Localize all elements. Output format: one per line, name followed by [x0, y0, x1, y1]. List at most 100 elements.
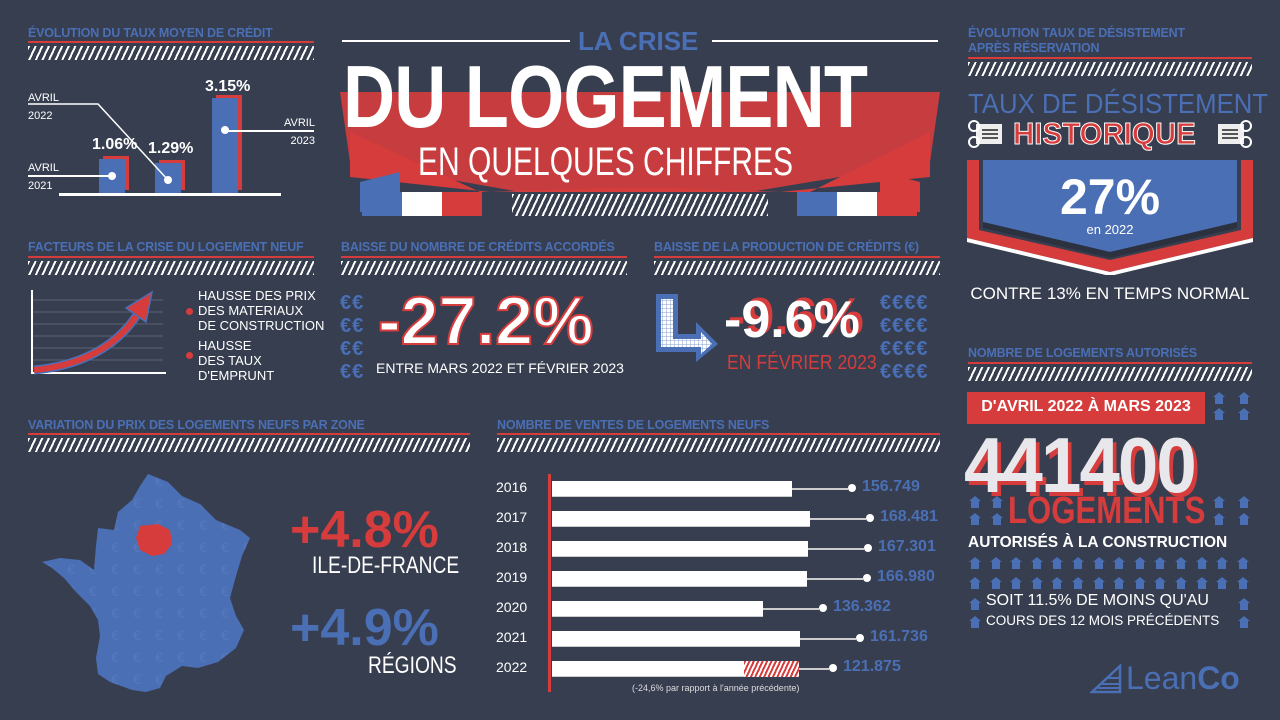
hatch-divider [28, 261, 314, 275]
divider [28, 41, 314, 43]
house-icon [1154, 557, 1167, 569]
hatch-divider [968, 62, 1252, 76]
sales-bar [552, 631, 800, 647]
sales-bar [552, 571, 807, 587]
house-icon [1216, 557, 1229, 569]
bar-value: 1.06% [92, 136, 138, 153]
house-icon [1072, 557, 1084, 569]
idf-label: ILE-DE-FRANCE [312, 552, 460, 579]
sales-bar [552, 481, 792, 497]
logo-text-light: Lean [1126, 660, 1198, 696]
divider [497, 433, 940, 435]
leader-dot [848, 484, 856, 492]
year-label: 2018 [496, 539, 528, 555]
house-icon [1238, 408, 1250, 420]
house-icon [1133, 557, 1146, 569]
credits-count-title: BAISSE DU NOMBRE DE CRÉDITS ACCORDÉS [341, 240, 615, 254]
leader-line [807, 578, 863, 580]
house-icon [1213, 408, 1225, 420]
divider [28, 256, 314, 258]
house-icon [969, 616, 981, 628]
credits-production-title: BAISSE DE LA PRODUCTION DE CRÉDITS (€) [654, 240, 919, 254]
factors-title: FACTEURS DE LA CRISE DU LOGEMENT NEUF [28, 240, 304, 254]
withdrawal-year: en 2022 [1086, 222, 1134, 237]
chart-baseline [59, 193, 281, 196]
year-label: 2022 [496, 659, 528, 675]
house-icon [1092, 577, 1105, 589]
down-right-arrow-icon [656, 294, 718, 362]
house-icon [1236, 577, 1249, 589]
credits-production-caption: EN FÉVRIER 2023 [727, 352, 877, 374]
house-icon [969, 496, 981, 508]
regions-label: RÉGIONS [368, 652, 457, 679]
leader-line [799, 668, 829, 670]
bar-value: 1.29% [148, 140, 194, 157]
house-icon [1051, 577, 1064, 589]
hatch-divider [654, 261, 940, 275]
divider [968, 57, 1252, 59]
house-icon [991, 513, 1003, 525]
year-label: 2020 [496, 599, 528, 615]
house-icon [1030, 577, 1043, 589]
sales-value: 167.301 [878, 538, 936, 555]
authorized-unit: LOGEMENTS [1008, 490, 1206, 532]
house-icon [1195, 577, 1208, 589]
withdrawal-title: ÉVOLUTION TAUX DE DÉSISTEMENT APRÈS RÉSER… [968, 26, 1185, 55]
sales-row: 2020 136.362 [496, 598, 946, 619]
regions-value: +4.9% [290, 599, 439, 657]
house-icon [1238, 598, 1250, 610]
price-variation-title: VARIATION DU PRIX DES LOGEMENTS NEUFS PA… [28, 418, 365, 432]
house-icon [1113, 577, 1126, 589]
house-icon [1092, 557, 1105, 569]
credits-count-value: -27.2% [377, 282, 594, 360]
credits-count-caption: ENTRE MARS 2022 ET FÉVRIER 2023 [376, 360, 624, 376]
withdrawal-value: 27% [1059, 169, 1161, 225]
sales-value: 136.362 [833, 598, 891, 615]
sales-footnote: (-24,6% par rapport à l'année précédente… [632, 683, 800, 693]
sales-row: 2019 166.980 [496, 568, 946, 589]
house-icon [1030, 557, 1043, 569]
house-icon [1113, 557, 1126, 569]
title-rule-right [712, 40, 938, 42]
divider [968, 362, 1252, 364]
credit-bar-2023 [212, 98, 238, 193]
credits-production-value: -9.6% [724, 291, 860, 349]
french-flag-right [797, 192, 917, 216]
house-icon [1238, 513, 1250, 525]
house-icon [1154, 577, 1167, 589]
authorized-value: 441400 [964, 421, 1197, 509]
period-banner [967, 392, 1205, 424]
hatch-divider [28, 438, 470, 452]
title-subtitle: EN QUELQUES CHIFFRES [418, 140, 794, 184]
leader-line [808, 548, 864, 550]
house-icon [1175, 577, 1187, 589]
house-icon [989, 577, 1002, 589]
divider [341, 256, 627, 258]
sales-value: 121.875 [843, 658, 901, 675]
withdrawal-badge [967, 160, 1253, 275]
sales-row: 2018 167.301 [496, 538, 946, 559]
leader-dot [863, 574, 871, 582]
house-icon [1238, 616, 1250, 628]
scroll-ornament-right-icon [1218, 120, 1252, 148]
period-label: D'AVRIL 2022 À MARS 2023 [981, 398, 1191, 415]
euro-pattern-icon: €€ €€ €€ €€ [340, 292, 365, 383]
rising-arrow-chart-icon [31, 290, 166, 375]
bar-label: AVRIL 2022 [28, 92, 59, 122]
year-label: 2019 [496, 569, 528, 585]
hatch-divider [28, 46, 314, 60]
house-icon [1072, 577, 1084, 589]
withdrawal-ribbon: HISTORIQUE [1013, 116, 1197, 152]
leader-dot [866, 514, 874, 522]
sales-row: 2017 168.481 [496, 508, 946, 529]
house-icon [989, 557, 1002, 569]
sales-value: 168.481 [880, 508, 938, 525]
divider [28, 433, 470, 435]
bar-value: 3.15% [205, 78, 251, 95]
credit-rate-title: ÉVOLUTION DU TAUX MOYEN DE CRÉDIT [28, 26, 273, 40]
house-icon [1238, 496, 1250, 508]
leader-line [800, 638, 856, 640]
withdrawal-headline: TAUX DE DÉSISTEMENT [968, 88, 1269, 119]
house-icon [1213, 392, 1225, 404]
idf-value: +4.8% [290, 501, 439, 559]
